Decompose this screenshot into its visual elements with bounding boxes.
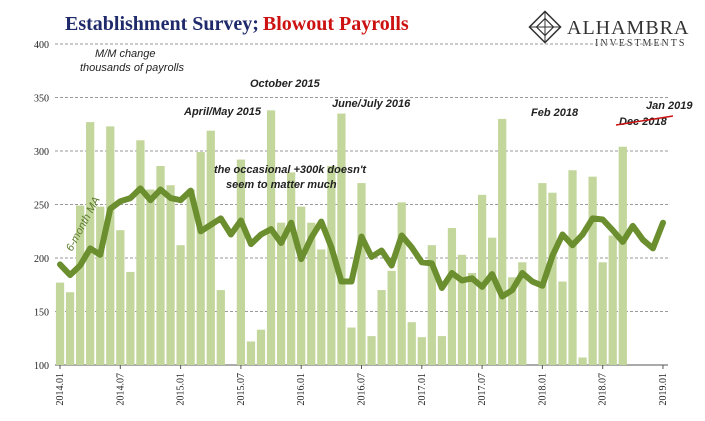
annotation-mm-change: M/M change [95,48,156,60]
bar [538,183,547,365]
annotation-note-line1: the occasional +300k doesn't [214,164,367,176]
bar [427,245,436,365]
bar [387,270,396,365]
bar [357,183,366,365]
bar [166,185,175,365]
bar [186,189,195,365]
bar [256,329,266,365]
bar [377,290,386,365]
chart-title: Establishment Survey; Blowout Payrolls [65,13,409,35]
bar [327,165,336,365]
x-axis: 2014.01 2014.07 2015.01 2015.07 2016.01 2016.… [55,365,669,406]
y-tick-label: 300 [34,147,49,158]
y-tick-label: 400 [34,40,49,51]
bar-series [55,110,627,366]
annotation-jun-jul-2016: June/July 2016 [332,98,411,110]
alhambra-logo: ALHAMBRA INVESTMENTS [528,10,689,49]
bar [297,206,306,365]
bar [508,277,517,365]
bar [518,262,527,365]
y-tick-label: 150 [34,308,49,319]
bar [106,126,115,365]
bar [598,262,607,365]
bar [578,357,587,365]
bar [407,322,416,365]
bar [307,222,316,365]
bar [55,282,65,365]
bar [568,170,577,365]
bar [397,202,406,365]
bar [618,146,627,365]
bar [477,194,487,365]
bar [276,222,286,365]
bar [608,235,617,365]
bar [488,237,497,365]
bar [347,327,356,365]
y-tick-label: 100 [34,361,49,372]
y-tick-label: 200 [34,254,49,265]
bar [116,230,125,365]
bar [136,140,145,365]
bar [367,336,376,365]
annotation-apr-may-2015: April/May 2015 [183,106,262,118]
bar [457,254,467,365]
annotation-note-line2: seem to matter much [226,179,337,191]
x-tick-label: 2018.07 [598,373,609,406]
y-tick-label: 250 [34,201,49,212]
revision-line [615,115,674,126]
x-tick-label: 2014.01 [55,373,66,406]
x-tick-label: 2015.01 [176,373,187,406]
annotation-oct-2015: October 2015 [250,78,321,90]
ma-line [57,185,666,300]
x-tick-label: 2019.01 [658,373,669,406]
bar [548,192,557,365]
bar [417,337,426,365]
bar [156,165,165,365]
bar [558,281,567,365]
bar [236,159,246,365]
annotation-units: thousands of payrolls [80,62,184,74]
bar [498,118,507,366]
bar [216,290,225,365]
bar [146,189,155,365]
x-tick-label: 2018.01 [537,373,548,406]
y-tick-label: 350 [34,94,49,105]
bar [437,336,447,365]
bar [76,205,85,365]
x-tick-label: 2017.07 [477,373,488,406]
bar [588,176,597,365]
bar [96,206,105,365]
x-tick-label: 2015.07 [236,373,247,406]
logo-sub: INVESTMENTS [595,38,686,49]
annotation-feb-2018: Feb 2018 [531,107,579,119]
bar [447,228,457,365]
bar [317,249,326,365]
bar [126,271,135,365]
x-tick-label: 2016.01 [296,373,307,406]
bar [206,130,215,365]
bar [86,122,95,365]
logo-name: ALHAMBRA [567,17,689,39]
bar [65,292,75,365]
x-tick-label: 2016.07 [357,373,368,406]
bar [337,113,346,365]
bar [176,245,185,365]
bar [287,172,296,365]
y-axis: 100 150 200 250 300 350 400 [34,40,49,372]
ma-series [57,185,666,300]
bar [467,272,477,365]
title-part-1: Establishment Survey; [65,13,259,35]
bar [266,110,276,365]
bar [246,341,256,365]
bar [196,152,205,365]
title-part-2: Blowout Payrolls [263,13,409,35]
x-tick-label: 2014.07 [115,373,126,406]
annotation-jan-2019: Jan 2019 [646,100,693,112]
x-tick-label: 2017.01 [417,373,428,406]
